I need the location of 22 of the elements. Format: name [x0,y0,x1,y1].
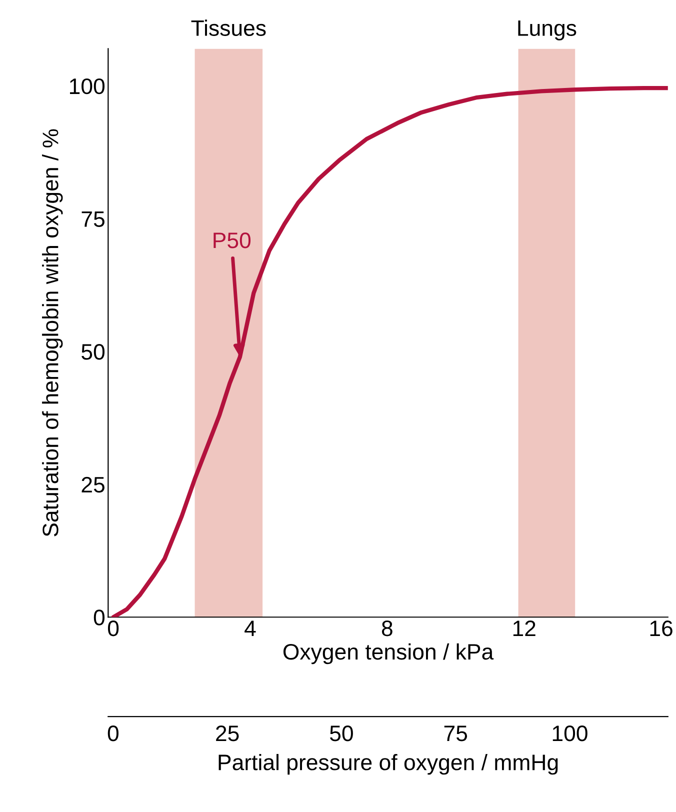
x-tick-label: 4 [244,620,256,636]
line-series [111,86,668,618]
x2-tick-label: 25 [216,726,239,742]
x2-tick-label: 100 [552,726,588,742]
y-tick-label: 75 [82,211,104,227]
x-axis-title: Oxygen tension / kPa [283,643,494,664]
x-tick-label: 12 [513,620,536,636]
y-tick-label: 0 [94,610,105,626]
x2-tick-label: 0 [108,726,118,742]
y-tick-label: 25 [82,476,104,493]
x-tick-label: 8 [382,620,392,636]
x-tick-label: 0 [108,620,119,636]
y-axis-title: Saturation of hemoglobin with oxygen / % [42,129,63,536]
band-label: Tissues [191,20,266,36]
y-tick-label: 50 [82,344,105,360]
x2-tick-label: 75 [444,726,468,742]
y-tick-label: 100 [70,78,105,94]
x2-axis-title: Partial pressure of oxygen / mmHg [218,754,558,775]
x2-tick-label: 50 [330,726,353,742]
x-tick-label: 16 [650,620,672,636]
annotation: P50 [214,232,251,248]
band-label: Lungs [518,20,576,40]
